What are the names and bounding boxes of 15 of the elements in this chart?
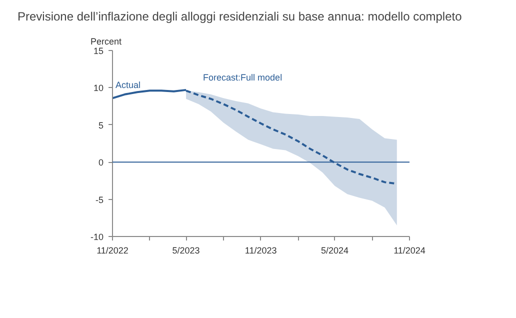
x-tick-label: 5/2024 — [320, 246, 349, 256]
series-label: Actual — [116, 80, 141, 90]
x-tick-label: 11/2023 — [244, 246, 277, 256]
y-tick-label: 15 — [93, 46, 104, 56]
x-tick-label: 11/2024 — [394, 246, 426, 256]
y-tick-label: 0 — [98, 158, 104, 168]
x-tick-label: 11/2022 — [96, 246, 128, 256]
series-label: Forecast:Full model — [203, 72, 282, 83]
chart-title: Previsione dell’inflazione degli alloggi residenziali su base annua: modello completo — [18, 10, 462, 24]
y-tick-label: 10 — [93, 83, 104, 94]
x-tick-label: 5/2023 — [172, 246, 200, 256]
y-axis-title: Percent — [90, 36, 122, 46]
y-tick-label: 5 — [98, 120, 104, 130]
y-tick-label: -10 — [90, 232, 104, 242]
y-tick-label: -5 — [96, 194, 104, 205]
